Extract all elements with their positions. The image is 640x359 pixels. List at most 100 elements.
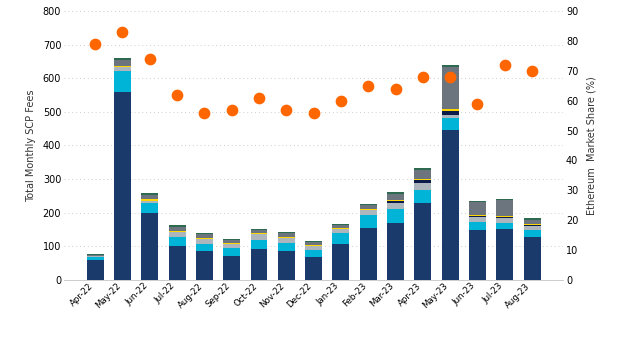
- Bar: [305, 257, 322, 280]
- Bar: [305, 241, 322, 242]
- Bar: [86, 257, 104, 260]
- Bar: [250, 230, 268, 233]
- Bar: [168, 232, 186, 237]
- Bar: [332, 228, 349, 229]
- Bar: [86, 260, 104, 280]
- Point: [117, 29, 127, 35]
- Bar: [442, 109, 459, 111]
- Bar: [387, 203, 404, 209]
- Point: [172, 92, 182, 98]
- Point: [445, 74, 455, 80]
- Bar: [141, 203, 158, 213]
- Bar: [387, 194, 404, 200]
- Bar: [250, 249, 268, 280]
- Bar: [168, 230, 186, 232]
- Bar: [278, 232, 295, 233]
- Bar: [332, 244, 349, 280]
- Bar: [496, 217, 513, 219]
- Bar: [114, 92, 131, 280]
- Bar: [524, 229, 541, 237]
- Bar: [196, 239, 213, 244]
- Bar: [496, 216, 513, 217]
- Bar: [360, 210, 377, 215]
- Bar: [141, 213, 158, 280]
- Bar: [442, 65, 459, 67]
- Bar: [360, 204, 377, 205]
- Bar: [114, 71, 131, 92]
- Bar: [524, 237, 541, 280]
- Bar: [250, 233, 268, 234]
- Bar: [196, 251, 213, 280]
- Bar: [141, 195, 158, 199]
- Bar: [223, 256, 240, 280]
- Bar: [360, 228, 377, 280]
- Bar: [223, 244, 240, 248]
- Bar: [141, 199, 158, 201]
- Bar: [114, 59, 131, 60]
- Bar: [496, 229, 513, 280]
- Bar: [524, 226, 541, 229]
- Bar: [387, 192, 404, 194]
- Point: [227, 107, 237, 112]
- Bar: [250, 240, 268, 249]
- Y-axis label: Total Monthly SCP Fees: Total Monthly SCP Fees: [26, 89, 36, 202]
- Bar: [524, 219, 541, 220]
- Bar: [387, 201, 404, 203]
- Bar: [278, 251, 295, 280]
- Bar: [278, 237, 295, 238]
- Bar: [196, 233, 213, 234]
- Bar: [469, 216, 486, 218]
- Bar: [387, 209, 404, 223]
- Bar: [223, 243, 240, 244]
- Y-axis label: Ethereum  Market Share (%): Ethereum Market Share (%): [587, 76, 596, 215]
- Point: [281, 107, 291, 112]
- Bar: [496, 219, 513, 223]
- Point: [308, 110, 319, 116]
- Point: [390, 86, 401, 92]
- Bar: [387, 200, 404, 201]
- Bar: [86, 255, 104, 256]
- Bar: [496, 199, 513, 200]
- Point: [500, 62, 510, 67]
- Bar: [223, 240, 240, 243]
- Bar: [414, 168, 431, 170]
- Bar: [524, 220, 541, 224]
- Bar: [469, 218, 486, 222]
- Bar: [360, 205, 377, 209]
- Bar: [414, 170, 431, 179]
- Bar: [387, 223, 404, 280]
- Bar: [223, 248, 240, 256]
- Point: [254, 95, 264, 101]
- Bar: [414, 183, 431, 190]
- Bar: [196, 238, 213, 239]
- Bar: [496, 200, 513, 216]
- Bar: [414, 203, 431, 280]
- Point: [418, 74, 428, 80]
- Point: [472, 101, 483, 107]
- Bar: [114, 67, 131, 71]
- Bar: [360, 215, 377, 228]
- Bar: [524, 224, 541, 225]
- Bar: [332, 229, 349, 233]
- Bar: [414, 179, 431, 181]
- Bar: [196, 234, 213, 238]
- Point: [527, 68, 537, 74]
- Bar: [442, 117, 459, 130]
- Bar: [332, 233, 349, 244]
- Bar: [442, 67, 459, 109]
- Bar: [141, 201, 158, 203]
- Bar: [250, 229, 268, 230]
- Bar: [414, 190, 431, 203]
- Bar: [496, 223, 513, 229]
- Bar: [414, 181, 431, 183]
- Bar: [360, 209, 377, 210]
- Bar: [278, 243, 295, 251]
- Bar: [305, 242, 322, 246]
- Bar: [196, 244, 213, 251]
- Bar: [442, 130, 459, 280]
- Bar: [168, 225, 186, 227]
- Bar: [332, 225, 349, 228]
- Bar: [223, 239, 240, 240]
- Bar: [86, 256, 104, 257]
- Bar: [141, 193, 158, 195]
